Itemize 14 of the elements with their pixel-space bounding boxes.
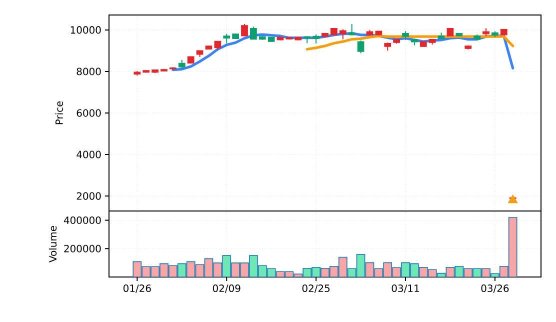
y-tick-label: 2000: [76, 192, 101, 200]
x-tick-label: 03/26: [481, 284, 509, 293]
y-tick-label: 6000: [76, 109, 101, 117]
y-tick-label: 8000: [76, 68, 101, 76]
y-axis-title: Volume: [48, 226, 57, 262]
y-tick-label: 10000: [70, 26, 101, 34]
y-tick-label: 200000: [64, 244, 101, 252]
y-tick-label: 400000: [64, 216, 101, 224]
x-tick-label: 02/25: [302, 284, 330, 293]
y-tick-label: 4000: [76, 150, 101, 158]
x-tick-label: 03/11: [392, 284, 419, 293]
x-tick-label: 01/26: [123, 284, 151, 293]
x-tick-label: 02/09: [212, 284, 240, 293]
y-axis-title: Price: [55, 101, 63, 124]
